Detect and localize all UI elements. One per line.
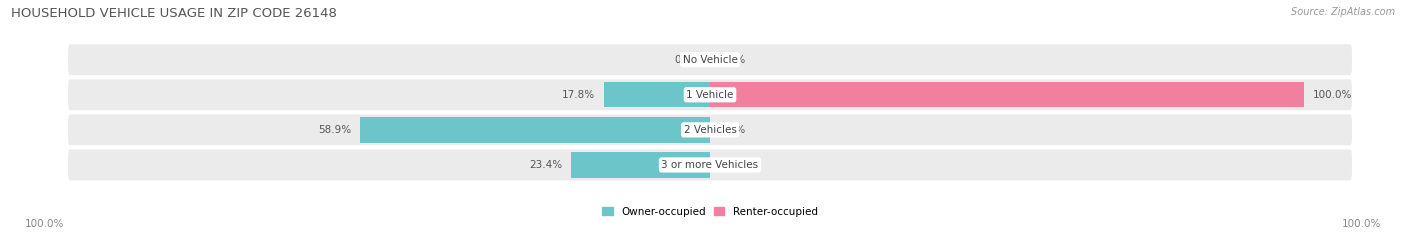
Text: Source: ZipAtlas.com: Source: ZipAtlas.com: [1291, 7, 1395, 17]
Bar: [605, 82, 710, 107]
Text: 0.0%: 0.0%: [718, 125, 745, 135]
Text: 100.0%: 100.0%: [1313, 90, 1353, 100]
Text: No Vehicle: No Vehicle: [682, 55, 738, 65]
Text: HOUSEHOLD VEHICLE USAGE IN ZIP CODE 26148: HOUSEHOLD VEHICLE USAGE IN ZIP CODE 2614…: [11, 7, 337, 20]
Text: 1 Vehicle: 1 Vehicle: [686, 90, 734, 100]
Legend: Owner-occupied, Renter-occupied: Owner-occupied, Renter-occupied: [602, 207, 818, 217]
FancyBboxPatch shape: [67, 114, 1353, 145]
FancyBboxPatch shape: [67, 150, 1353, 180]
Bar: [710, 82, 1305, 107]
Text: 23.4%: 23.4%: [529, 160, 562, 170]
Text: 17.8%: 17.8%: [562, 90, 595, 100]
Text: 0.0%: 0.0%: [675, 55, 702, 65]
Bar: [571, 152, 710, 178]
Text: 100.0%: 100.0%: [1341, 219, 1381, 229]
Text: 2 Vehicles: 2 Vehicles: [683, 125, 737, 135]
FancyBboxPatch shape: [67, 44, 1353, 75]
Bar: [360, 117, 710, 143]
Text: 0.0%: 0.0%: [718, 160, 745, 170]
FancyBboxPatch shape: [67, 79, 1353, 110]
Text: 58.9%: 58.9%: [318, 125, 352, 135]
Text: 0.0%: 0.0%: [718, 55, 745, 65]
Text: 3 or more Vehicles: 3 or more Vehicles: [661, 160, 759, 170]
Text: 100.0%: 100.0%: [25, 219, 65, 229]
